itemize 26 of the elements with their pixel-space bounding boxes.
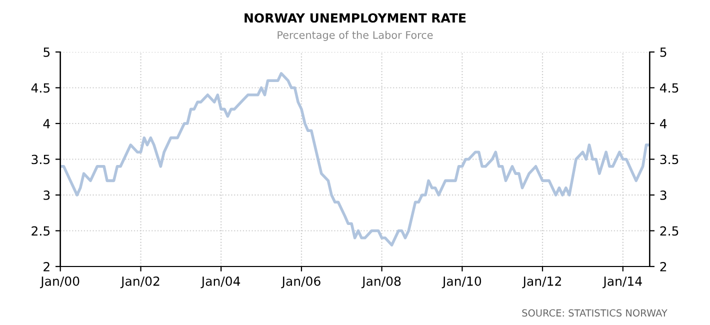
y-tick-label: 4.5 xyxy=(31,83,50,93)
y-tick-label: 3.5 xyxy=(32,154,50,164)
y2-tick-label: 3.5 xyxy=(660,154,678,164)
y2-tick-label: 5 xyxy=(660,48,666,57)
y2-tick-label: 4.5 xyxy=(660,83,678,93)
chart-title: NORWAY UNEMPLOYMENT RATE xyxy=(244,13,466,23)
x-tick-label: Jan/14 xyxy=(602,276,642,288)
y2-tick-label: 2 xyxy=(660,262,666,272)
y-tick-label: 3 xyxy=(44,190,50,200)
y-tick-label: 4 xyxy=(43,119,50,128)
chart-subtitle: Percentage of the Labor Force xyxy=(278,30,433,41)
x-tick-label: Jan/02 xyxy=(120,276,160,288)
x-tick-label: Jan/04 xyxy=(200,276,240,288)
x-tick-label: Jan/06 xyxy=(281,276,320,288)
y2-tick-label: 4 xyxy=(660,119,667,128)
y-tick-label: 5 xyxy=(44,48,50,57)
x-tick-label: Jan/08 xyxy=(361,276,401,288)
y2-tick-label: 3 xyxy=(660,190,666,200)
x-tick-label: Jan/12 xyxy=(522,276,561,288)
y-tick-label: 2.5 xyxy=(32,226,50,236)
y-tick-label: 2 xyxy=(44,262,50,272)
x-tick-label: Jan/00 xyxy=(40,276,80,288)
x-tick-label: Jan/10 xyxy=(442,276,482,288)
y2-tick-label: 2.5 xyxy=(660,226,678,236)
source-note: SOURCE: STATISTICS NORWAY xyxy=(522,309,668,317)
line-series xyxy=(60,72,650,246)
